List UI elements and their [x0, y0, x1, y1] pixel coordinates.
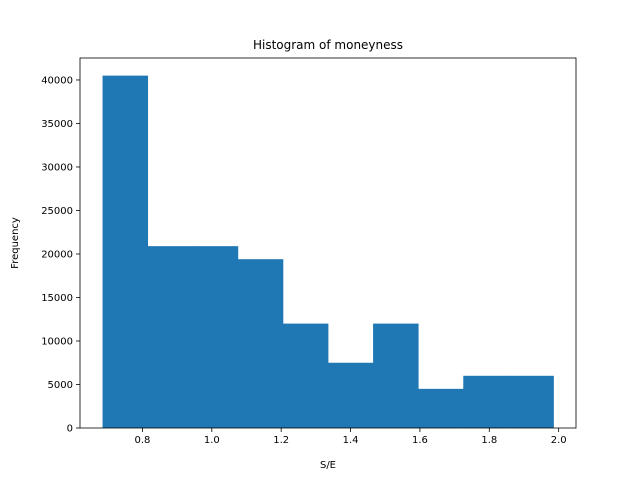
- y-tick-label: 15000: [41, 293, 73, 304]
- x-axis-ticks: 0.8 1.0 1.2 1.4 1.6 1.8 2.0: [134, 428, 567, 446]
- x-tick-label: 0.8: [134, 435, 150, 446]
- histogram-bar: [328, 362, 374, 428]
- y-tick-label: 25000: [41, 206, 73, 217]
- y-tick-label: 30000: [41, 162, 73, 173]
- histogram-bar: [102, 75, 149, 428]
- histogram-bar: [192, 246, 239, 428]
- x-tick-label: 1.6: [412, 435, 428, 446]
- histogram-bar: [282, 323, 329, 428]
- x-tick-label: 2.0: [551, 435, 567, 446]
- histogram-bar: [237, 259, 284, 428]
- x-tick-label: 1.8: [481, 435, 497, 446]
- y-tick-label: 5000: [48, 380, 73, 391]
- y-axis-label: Frequency: [10, 217, 21, 269]
- histogram-bar: [373, 323, 419, 428]
- bars-group: [102, 75, 554, 428]
- histogram-bar: [463, 375, 509, 428]
- chart-title: Histogram of moneyness: [253, 38, 403, 52]
- histogram-bar: [508, 375, 554, 428]
- x-tick-label: 1.0: [204, 435, 220, 446]
- y-tick-label: 20000: [41, 249, 73, 260]
- y-tick-label: 35000: [41, 119, 73, 130]
- histogram-bar: [147, 246, 194, 428]
- histogram-bar: [418, 388, 464, 428]
- x-tick-label: 1.4: [343, 435, 359, 446]
- y-tick-label: 40000: [41, 75, 73, 86]
- plot-frame: [79, 57, 577, 429]
- x-axis-label: S/E: [320, 460, 336, 471]
- y-axis-ticks: 0 5000 10000 15000 20000 25000 30000 35000 40000: [41, 75, 80, 435]
- y-tick-label: 0: [67, 424, 73, 435]
- x-tick-label: 1.2: [273, 435, 289, 446]
- y-tick-label: 10000: [41, 336, 73, 347]
